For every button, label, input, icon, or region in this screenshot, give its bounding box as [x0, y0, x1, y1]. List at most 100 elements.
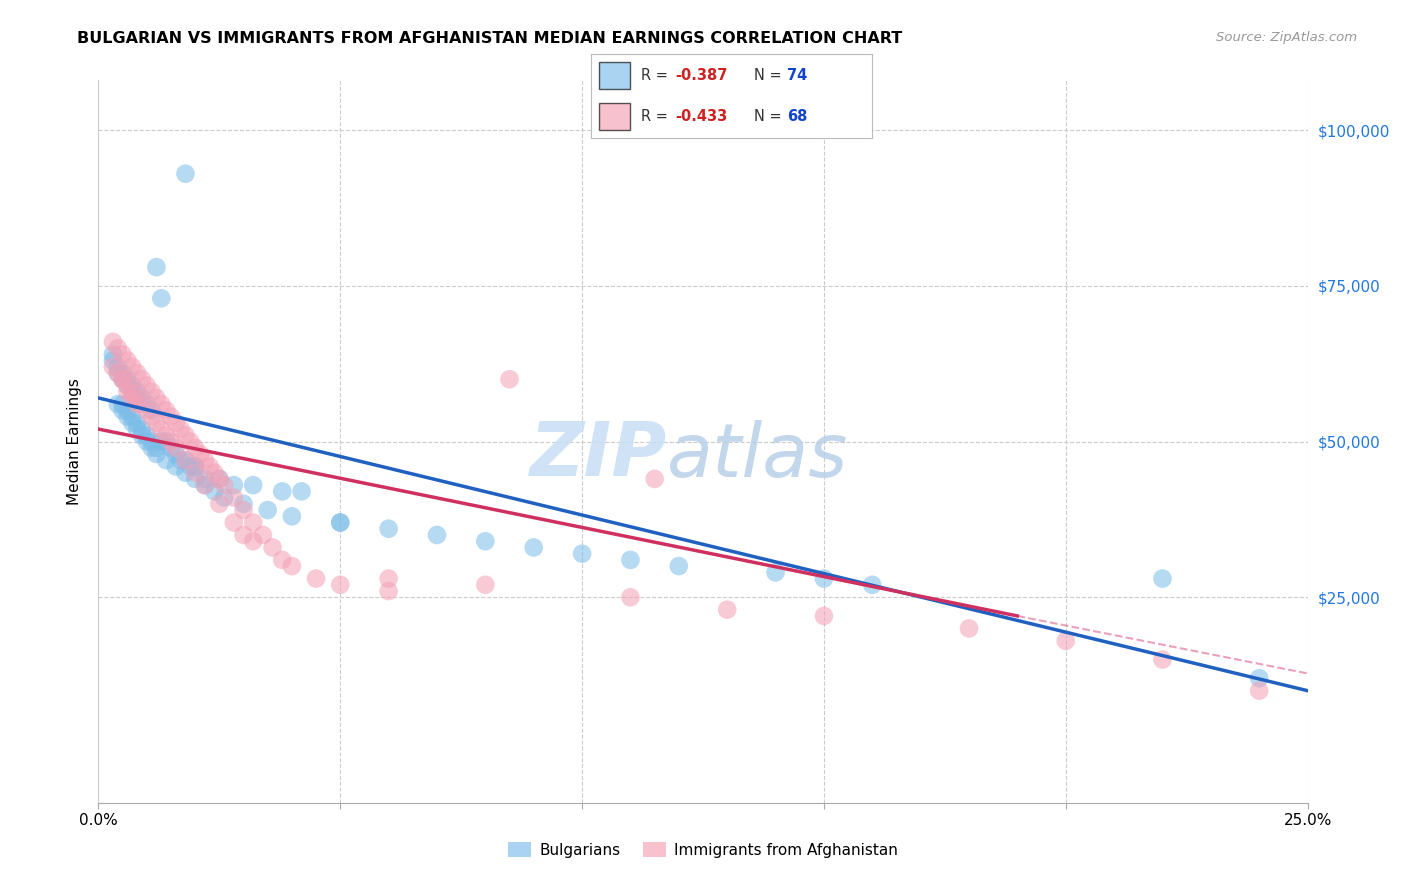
- Point: [150, 291, 173, 305]
- Point: [131, 397, 153, 411]
- Point: [329, 578, 352, 592]
- Point: [121, 391, 143, 405]
- Point: [145, 447, 167, 461]
- Point: [131, 422, 153, 436]
- Point: [117, 409, 139, 424]
- Point: [184, 472, 207, 486]
- Point: [1054, 633, 1077, 648]
- Point: [262, 541, 284, 555]
- Point: [169, 453, 191, 467]
- Point: [377, 584, 399, 599]
- Point: [145, 441, 167, 455]
- Point: [121, 359, 143, 374]
- Text: atlas: atlas: [666, 420, 848, 492]
- Point: [1152, 652, 1174, 666]
- Point: [329, 516, 352, 530]
- Point: [179, 434, 201, 449]
- Point: [498, 372, 520, 386]
- Point: [121, 384, 143, 399]
- Point: [141, 403, 163, 417]
- Point: [107, 397, 129, 411]
- Point: [1249, 671, 1271, 685]
- Point: [668, 559, 690, 574]
- Text: Source: ZipAtlas.com: Source: ZipAtlas.com: [1216, 31, 1357, 45]
- Point: [377, 572, 399, 586]
- Point: [765, 566, 787, 580]
- Point: [232, 497, 254, 511]
- Text: R =: R =: [641, 68, 672, 83]
- Point: [232, 503, 254, 517]
- Point: [184, 459, 207, 474]
- Point: [222, 478, 245, 492]
- Text: -0.433: -0.433: [675, 109, 727, 124]
- Point: [194, 472, 217, 486]
- Point: [111, 372, 134, 386]
- FancyBboxPatch shape: [599, 62, 630, 89]
- Point: [165, 441, 187, 455]
- Point: [101, 359, 124, 374]
- Point: [242, 516, 264, 530]
- Point: [111, 403, 134, 417]
- Point: [194, 478, 217, 492]
- Point: [111, 397, 134, 411]
- Point: [141, 384, 163, 399]
- Point: [127, 391, 149, 405]
- Point: [150, 434, 173, 449]
- Point: [194, 478, 217, 492]
- Y-axis label: Median Earnings: Median Earnings: [67, 378, 83, 505]
- Point: [101, 334, 124, 349]
- Point: [117, 378, 139, 392]
- Point: [117, 353, 139, 368]
- Point: [179, 459, 201, 474]
- FancyBboxPatch shape: [599, 103, 630, 130]
- Point: [619, 591, 641, 605]
- Point: [1249, 683, 1271, 698]
- Point: [377, 522, 399, 536]
- Point: [474, 534, 496, 549]
- Point: [174, 453, 197, 467]
- Point: [135, 403, 157, 417]
- Point: [155, 403, 177, 417]
- Point: [212, 478, 235, 492]
- Point: [111, 366, 134, 380]
- Point: [174, 466, 197, 480]
- Point: [208, 472, 231, 486]
- Point: [141, 409, 163, 424]
- Point: [131, 372, 153, 386]
- Point: [165, 447, 187, 461]
- Point: [107, 341, 129, 355]
- Point: [290, 484, 312, 499]
- Point: [184, 466, 207, 480]
- Point: [198, 459, 221, 474]
- Point: [135, 428, 157, 442]
- Point: [256, 503, 278, 517]
- Point: [101, 347, 124, 361]
- Point: [188, 447, 211, 461]
- Point: [145, 391, 167, 405]
- Point: [813, 572, 835, 586]
- Point: [127, 397, 149, 411]
- Point: [135, 397, 157, 411]
- Point: [117, 372, 139, 386]
- Point: [127, 416, 149, 430]
- Point: [523, 541, 546, 555]
- Point: [111, 347, 134, 361]
- Point: [329, 516, 352, 530]
- Point: [111, 372, 134, 386]
- Point: [957, 621, 980, 635]
- Point: [107, 366, 129, 380]
- Point: [145, 260, 167, 274]
- Point: [271, 484, 294, 499]
- Point: [127, 384, 149, 399]
- Point: [716, 603, 738, 617]
- Point: [571, 547, 593, 561]
- Point: [860, 578, 883, 592]
- Point: [474, 578, 496, 592]
- Point: [150, 422, 173, 436]
- Point: [127, 422, 149, 436]
- Point: [305, 572, 328, 586]
- Text: N =: N =: [754, 68, 786, 83]
- Point: [117, 403, 139, 417]
- Point: [160, 409, 183, 424]
- Point: [204, 484, 226, 499]
